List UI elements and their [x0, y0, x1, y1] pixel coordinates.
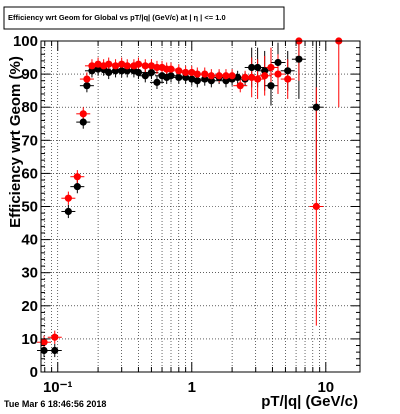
- y-tick-label: 70: [21, 132, 38, 149]
- black-data-point: [248, 63, 256, 72]
- timestamp: Tue Mar 6 18:46:56 2018: [4, 399, 107, 409]
- y-tick-label: 80: [21, 99, 38, 116]
- red-data-point: [141, 62, 149, 70]
- black-data-point: [167, 72, 175, 80]
- error-bars: [37, 40, 346, 358]
- black-data-point: [254, 63, 262, 72]
- title-box: [3, 6, 285, 30]
- x-tick-label: 10⁻¹: [43, 379, 73, 396]
- x-tick-label: 10: [317, 379, 334, 396]
- red-data-point: [274, 70, 282, 78]
- red-data-point: [222, 72, 230, 80]
- red-data-point: [123, 62, 131, 70]
- red-data-point: [111, 62, 120, 70]
- red-data-point: [153, 63, 161, 72]
- y-axis-label: Efficiency wrt Geom (%): [7, 56, 24, 228]
- black-data-point: [73, 183, 81, 191]
- x-tick-label: 1: [188, 379, 196, 396]
- axis-ticks: [41, 40, 360, 373]
- red-data-point: [248, 73, 256, 82]
- red-data-point: [40, 338, 48, 346]
- black-data-point: [118, 67, 126, 75]
- black-data-point: [207, 77, 215, 85]
- red-data-point: [215, 72, 223, 80]
- red-data-point: [94, 60, 102, 68]
- chart-title: Efficiency wrt Geom for Global vs pT/|q|…: [8, 13, 226, 22]
- y-tick-label: 30: [21, 265, 38, 282]
- black-data-point: [88, 67, 96, 75]
- red-data-point: [105, 60, 113, 68]
- y-tick-label: 20: [21, 298, 38, 315]
- x-axis-label: pT/|q| (GeV/c): [261, 393, 358, 410]
- red-data-point: [241, 73, 249, 82]
- black-data-point: [201, 75, 209, 83]
- red-data-point: [83, 75, 91, 83]
- black-data-point: [182, 73, 190, 82]
- data-markers: [40, 37, 343, 355]
- black-data-point: [267, 82, 275, 90]
- red-data-point: [188, 68, 196, 77]
- red-data-point: [312, 202, 320, 211]
- red-data-point: [118, 60, 126, 68]
- red-data-point: [73, 173, 81, 181]
- red-data-point: [88, 62, 96, 70]
- black-data-point: [274, 58, 282, 67]
- red-data-point: [64, 194, 72, 202]
- red-data-point: [267, 63, 275, 72]
- black-data-point: [188, 75, 196, 83]
- black-data-point: [295, 55, 303, 63]
- black-data-point: [312, 103, 320, 111]
- red-data-point: [201, 70, 209, 78]
- y-tick-label: 60: [21, 165, 38, 182]
- black-data-point: [40, 346, 48, 355]
- black-data-point: [134, 68, 143, 77]
- y-tick-label: 50: [21, 199, 38, 216]
- red-data-point: [228, 72, 236, 80]
- black-data-point: [284, 67, 292, 75]
- black-data-point: [222, 77, 230, 85]
- y-tick-label: 0: [30, 364, 38, 381]
- black-data-point: [83, 82, 91, 90]
- black-data-point: [79, 118, 87, 126]
- y-tick-label: 90: [21, 66, 38, 83]
- black-data-point: [51, 346, 59, 355]
- black-data-point: [153, 78, 161, 86]
- black-data-point: [94, 65, 102, 73]
- red-data-point: [254, 75, 262, 83]
- red-data-point: [167, 65, 175, 73]
- black-data-point: [123, 67, 131, 75]
- red-data-point: [134, 60, 143, 68]
- red-data-point: [79, 110, 87, 118]
- red-data-point: [193, 70, 201, 78]
- black-data-point: [141, 72, 149, 80]
- red-data-point: [175, 67, 183, 75]
- red-data-point: [182, 68, 190, 77]
- black-data-point: [64, 207, 72, 216]
- black-data-point: [111, 67, 120, 75]
- red-data-point: [147, 62, 156, 70]
- tick-labels: 0 10 20 30 40 50 60 70 80 90 100 10⁻¹ 1 10: [13, 33, 334, 396]
- y-tick-label: 10: [21, 331, 38, 348]
- black-data-point: [147, 68, 156, 77]
- black-data-point: [234, 73, 242, 82]
- black-data-point: [105, 68, 113, 77]
- y-tick-label: 100: [13, 33, 38, 50]
- red-data-point: [51, 333, 59, 341]
- red-data-point: [284, 75, 292, 83]
- red-data-point: [261, 72, 269, 80]
- black-data-point: [261, 67, 269, 75]
- black-data-point: [175, 73, 183, 82]
- red-data-point: [236, 82, 244, 90]
- y-tick-label: 40: [21, 232, 38, 249]
- black-data-point: [193, 77, 201, 85]
- red-data-point: [207, 72, 215, 80]
